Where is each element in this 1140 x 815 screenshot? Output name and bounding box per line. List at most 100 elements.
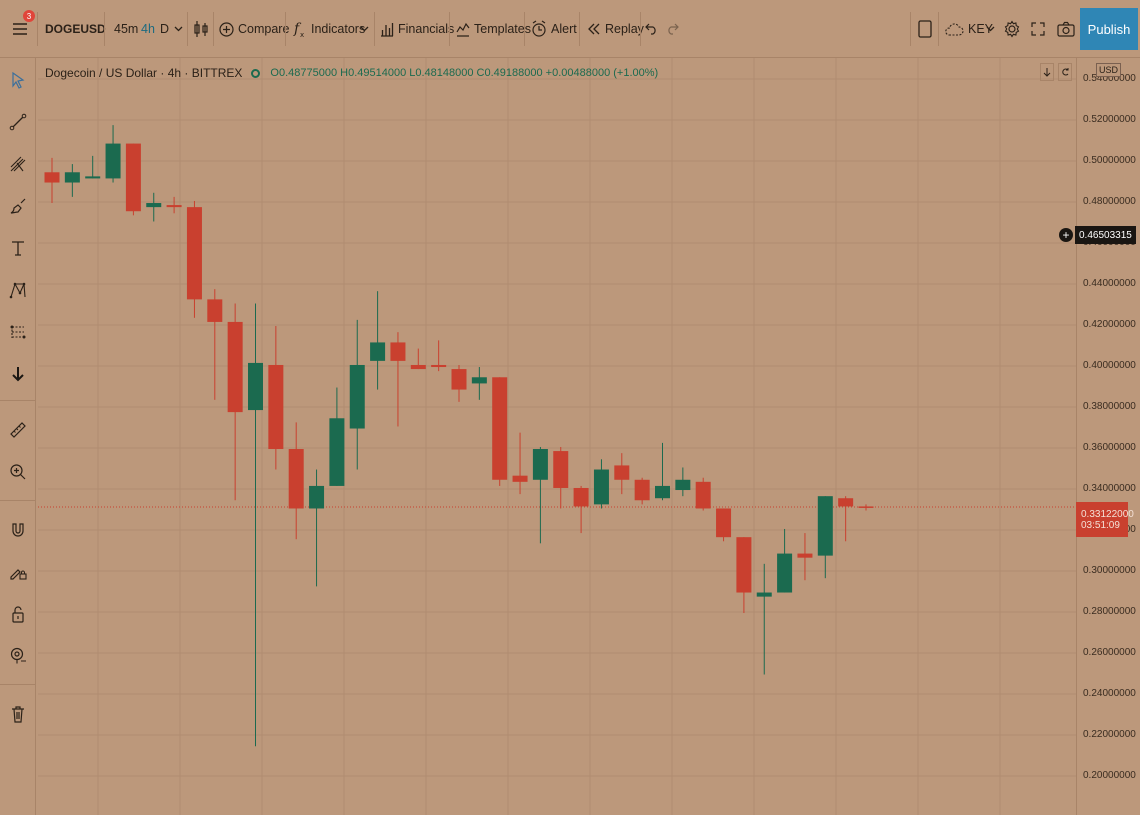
layout-dropdown[interactable]: [986, 0, 995, 58]
scroll-down-button[interactable]: [1040, 63, 1054, 81]
chevron-down-icon: [360, 26, 369, 32]
text-tool[interactable]: [6, 236, 30, 260]
interval-4h[interactable]: 4h: [141, 22, 155, 36]
price-axis[interactable]: 0.54000000 0.52000000 0.50000000 0.48000000…: [1076, 58, 1140, 815]
candle-body: [349, 364, 365, 429]
hide-drawings-tool[interactable]: [6, 644, 30, 668]
compare-button[interactable]: Compare: [219, 0, 289, 58]
prediction-icon: [10, 325, 26, 339]
reset-scale-button[interactable]: [1058, 63, 1072, 81]
currency-label[interactable]: USD: [1096, 63, 1122, 77]
interval-d[interactable]: D: [160, 22, 170, 36]
pattern-icon: [9, 282, 26, 299]
candle-body: [716, 508, 732, 538]
plus-circle-icon: [219, 21, 234, 37]
menu-button[interactable]: [6, 0, 34, 58]
zoom-tool[interactable]: [6, 460, 30, 484]
price-tick-label: 0.26000000: [1083, 647, 1136, 658]
candle-body: [105, 143, 121, 179]
camera-icon: [1057, 21, 1075, 37]
eye-icon: [10, 647, 26, 664]
templates-icon: [456, 22, 470, 37]
symbol-search[interactable]: DOGEUSD: [45, 22, 106, 36]
unlock-tool[interactable]: [6, 602, 30, 626]
crosshair-price-value: 0.46503315: [1075, 226, 1136, 244]
refresh-icon: [1061, 68, 1068, 76]
candle-body: [553, 451, 569, 488]
templates-button[interactable]: Templates: [456, 0, 531, 58]
publish-button[interactable]: Publish: [1080, 8, 1138, 50]
notification-badge: 3: [23, 10, 35, 22]
candle-body: [410, 364, 426, 370]
legend-title: Dogecoin / US Dollar · 4h · BITTREX: [45, 66, 243, 80]
pattern-tool[interactable]: [6, 278, 30, 302]
price-tick-label: 0.48000000: [1083, 196, 1136, 207]
trend-line-icon: [9, 113, 27, 131]
price-chart[interactable]: [38, 58, 1076, 815]
fullscreen-button[interactable]: [1031, 0, 1045, 58]
candle-body: [64, 172, 80, 183]
price-tick-label: 0.42000000: [1083, 319, 1136, 330]
cloud-icon: [945, 23, 964, 36]
trend-line-tool[interactable]: [6, 110, 30, 134]
pitchfork-tool[interactable]: [6, 152, 30, 176]
undo-button[interactable]: [645, 0, 658, 58]
settings-button[interactable]: [1003, 0, 1021, 58]
chart-type-button[interactable]: [193, 0, 209, 58]
magnet-tool[interactable]: [6, 518, 30, 542]
add-alert-icon[interactable]: +: [1059, 228, 1073, 242]
alert-button[interactable]: Alert: [531, 0, 577, 58]
interval-45m[interactable]: 45m: [114, 22, 139, 36]
cursor-icon: [12, 71, 25, 89]
price-tick-label: 0.40000000: [1083, 360, 1136, 371]
drawing-toolbar: [0, 58, 36, 815]
lock-drawing-icon: [10, 569, 27, 580]
candle-body: [756, 592, 772, 597]
prediction-tool[interactable]: [6, 320, 30, 344]
candle-body: [634, 479, 650, 501]
redo-button[interactable]: [666, 0, 679, 58]
indicators-dropdown[interactable]: [360, 0, 369, 58]
last-price-value: 0.33122000: [1081, 508, 1134, 520]
layout-button[interactable]: [918, 0, 932, 58]
candle-body: [125, 143, 141, 212]
candles-icon: [194, 21, 208, 37]
layout-name-button[interactable]: KEY: [944, 0, 993, 58]
candle-body: [736, 537, 752, 593]
cursor-tool[interactable]: [6, 68, 30, 92]
redo-icon: [668, 23, 679, 35]
price-tick-label: 0.20000000: [1083, 770, 1136, 781]
candle-body: [532, 449, 548, 480]
snapshot-button[interactable]: [1057, 0, 1075, 58]
text-icon: [12, 241, 24, 256]
series-legend: Dogecoin / US Dollar · 4h · BITTREX O0.4…: [45, 65, 658, 81]
lock-drawings-tool[interactable]: [6, 560, 30, 584]
financials-button[interactable]: Financials: [380, 0, 454, 58]
candle-body: [288, 449, 304, 509]
financials-icon: [381, 23, 394, 37]
indicators-label: Indicators: [311, 22, 366, 36]
measure-tool[interactable]: [6, 418, 30, 442]
candle-body: [186, 207, 202, 300]
candle-body: [797, 553, 813, 558]
more-tools-button[interactable]: [6, 362, 30, 386]
price-tick-label: 0.50000000: [1083, 155, 1136, 166]
replay-button[interactable]: Replay: [587, 0, 644, 58]
candle-body: [85, 176, 101, 179]
crosshair-price-label: + 0.46503315: [1059, 226, 1136, 244]
candle-body: [695, 481, 711, 509]
price-tick-label: 0.54000000: [1083, 73, 1136, 84]
candle-body: [451, 369, 467, 390]
remove-drawings-tool[interactable]: [6, 702, 30, 726]
brush-tool[interactable]: [6, 194, 30, 218]
candle-body: [146, 203, 162, 208]
brush-icon: [10, 198, 26, 214]
magnet-icon: [12, 523, 24, 537]
interval-dropdown[interactable]: [174, 0, 183, 58]
chart-pane[interactable]: [38, 58, 1076, 815]
hamburger-icon: [13, 23, 27, 35]
gear-icon: [1004, 20, 1020, 38]
candle-body: [370, 342, 386, 361]
